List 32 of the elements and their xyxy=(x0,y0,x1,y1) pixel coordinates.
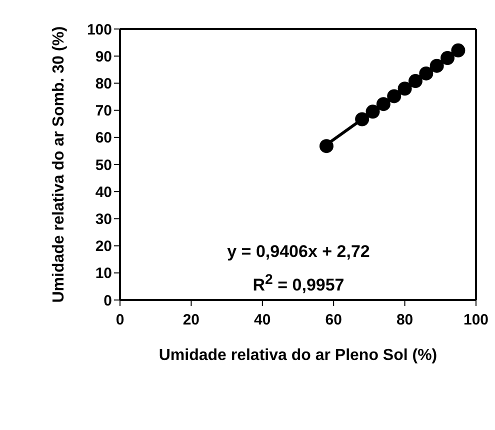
point xyxy=(408,74,422,88)
point xyxy=(387,89,402,104)
y-tick-label: 100 xyxy=(86,21,112,38)
x-tick-label: 0 xyxy=(116,312,124,329)
point xyxy=(376,97,390,112)
point xyxy=(430,58,444,73)
point xyxy=(419,66,434,80)
x-axis-title: Umidade relativa do ar Pleno Sol (%) xyxy=(158,347,438,364)
point xyxy=(366,104,380,119)
x-tick-label: 60 xyxy=(325,312,342,329)
point xyxy=(319,139,334,154)
y-tick-label: 10 xyxy=(95,265,112,282)
y-tick-label: 70 xyxy=(95,102,112,120)
y-tick-label: 0 xyxy=(104,292,112,310)
x-tick-label: 40 xyxy=(254,312,271,329)
point xyxy=(398,82,412,96)
x-tick-label: 20 xyxy=(182,312,200,329)
y-tick-label: 60 xyxy=(95,130,112,147)
annotation: y = 0,9406x + 2,72 xyxy=(226,241,371,264)
point xyxy=(355,112,370,126)
annotation: R$^{2}$ = 0,9957 xyxy=(252,271,346,297)
x-tick-label: 100 xyxy=(463,312,489,329)
y-tick-label: 90 xyxy=(95,48,112,66)
y-axis-title: Umidade relativa do ar Somb. 30 (%) xyxy=(50,26,68,303)
y-tick-label: 40 xyxy=(95,184,112,201)
x-tick-label: 80 xyxy=(396,312,414,329)
y-tick-label: 50 xyxy=(95,156,112,174)
y-tick-label: 20 xyxy=(95,238,112,256)
y-tick-label: 80 xyxy=(95,76,112,93)
y-tick-label: 30 xyxy=(95,211,112,228)
point xyxy=(451,43,466,58)
point xyxy=(440,50,455,65)
